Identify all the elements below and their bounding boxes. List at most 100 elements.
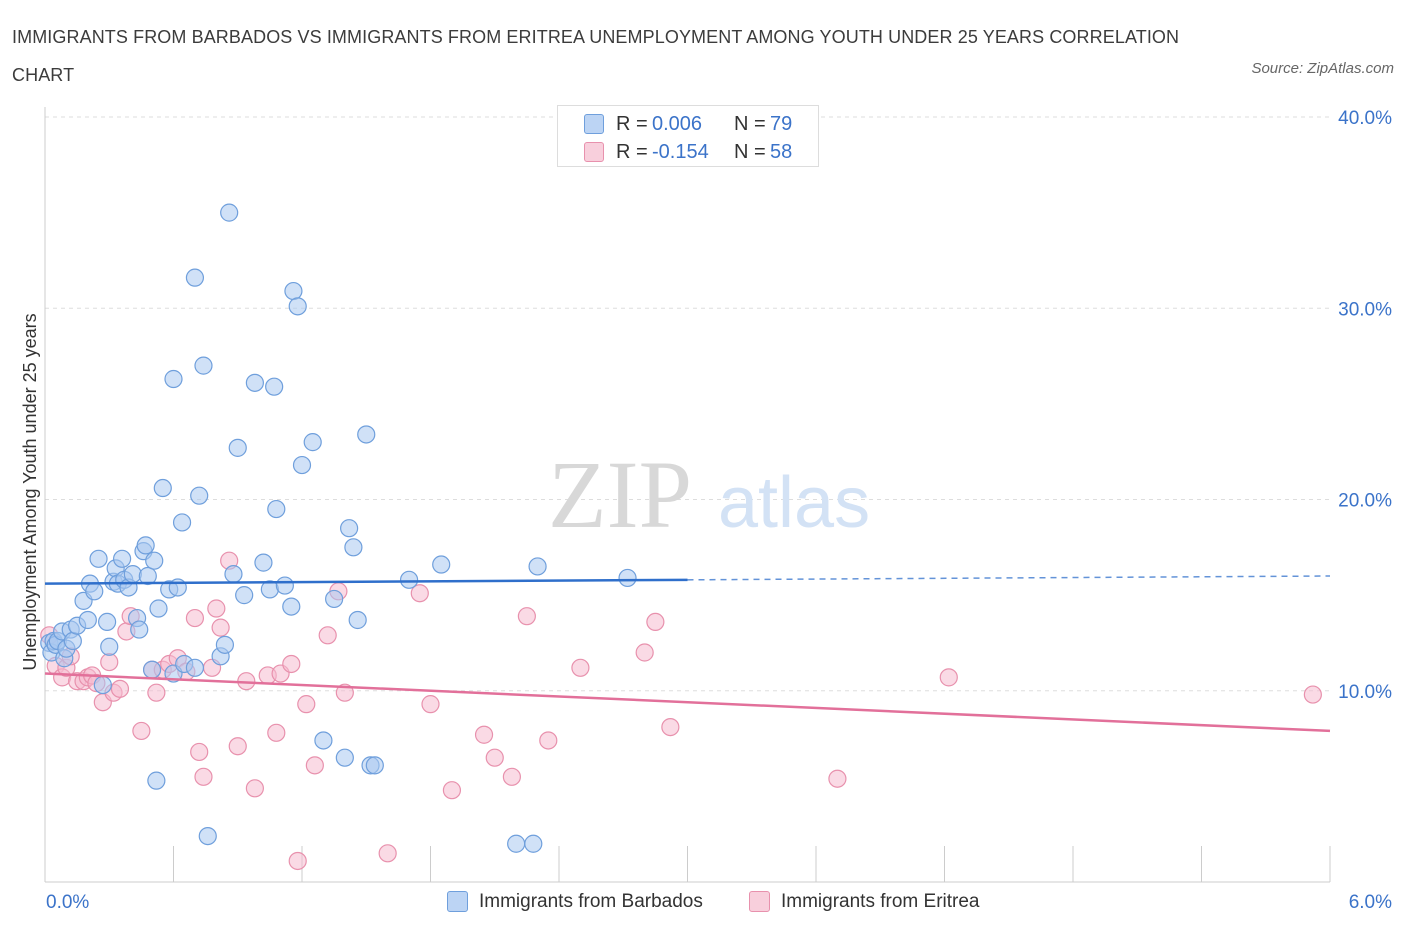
barbados-point	[63, 631, 82, 651]
barbados-point	[185, 658, 205, 677]
barbados-point	[138, 566, 157, 586]
barbados-legend-label: Immigrants from Barbados	[479, 891, 703, 912]
barbados-point	[123, 564, 142, 584]
correlation-legend: R = 0.006 N = 79 R = -0.154 N = 58	[557, 105, 819, 167]
gridlines	[45, 116, 1330, 692]
n-value: 79	[770, 113, 793, 135]
eritrea-point	[211, 618, 230, 637]
source-credit: Source: ZipAtlas.com	[1251, 60, 1394, 77]
r-label: R =	[616, 141, 648, 163]
eritrea-point	[474, 725, 494, 744]
barbados-point	[618, 568, 637, 588]
eritrea-legend-swatch	[749, 891, 770, 912]
barbados-point	[89, 549, 108, 568]
eritrea-point	[485, 748, 504, 767]
barbados-point	[85, 582, 104, 601]
series-barbados-points	[40, 203, 637, 853]
eritrea-point	[267, 723, 286, 742]
barbados-point	[228, 438, 247, 457]
y-tick-label: 30.0%	[1338, 299, 1392, 320]
eritrea-point	[1303, 685, 1322, 704]
y-tick-label: 10.0%	[1338, 682, 1392, 703]
eritrea-point	[147, 683, 166, 702]
eritrea-point	[378, 844, 397, 863]
barbados-point	[348, 610, 367, 630]
barbados-point	[220, 203, 239, 222]
r-label: R =	[616, 113, 648, 135]
barbados-point	[335, 748, 354, 767]
barbados-point	[282, 597, 301, 616]
eritrea-point	[502, 767, 521, 786]
eritrea-point	[100, 652, 119, 672]
eritrea-point	[442, 781, 462, 800]
tick-labels: 10.0% 20.0% 30.0% 40.0% 0.0% 6.0%	[46, 108, 1392, 913]
barbados-point	[145, 551, 164, 570]
barbados-point	[344, 538, 363, 557]
eritrea-point	[194, 767, 213, 786]
barbados-point	[288, 297, 307, 316]
barbados-point	[190, 486, 209, 505]
barbados-point	[365, 756, 384, 775]
n-label: N =	[734, 113, 766, 135]
barbados-point	[235, 586, 254, 605]
eritrea-point	[517, 607, 536, 626]
barbados-point	[507, 834, 526, 853]
eritrea-point	[132, 721, 151, 741]
n-value: 58	[770, 141, 793, 163]
x-tick-label: 0.0%	[46, 892, 89, 913]
barbados-point	[524, 834, 543, 853]
barbados-point	[284, 281, 303, 301]
eritrea-point	[207, 599, 226, 618]
eritrea-point	[245, 779, 264, 798]
eritrea-point	[571, 658, 590, 677]
eritrea-point	[635, 643, 654, 662]
barbados-point	[112, 549, 132, 568]
eritrea-point	[305, 756, 324, 775]
barbados-point	[303, 433, 322, 452]
barbados-point	[153, 478, 172, 498]
barbados-legend-swatch	[447, 891, 468, 912]
barbados-point	[98, 612, 117, 632]
eritrea-point	[539, 731, 558, 750]
barbados-point	[142, 660, 162, 679]
barbados-point	[528, 557, 547, 576]
eritrea-point	[282, 654, 301, 674]
barbados-point	[198, 826, 217, 846]
eritrea-point	[646, 612, 665, 632]
y-axis-label: Unemployment Among Youth under 25 years	[20, 313, 40, 670]
watermark-atlas: atlas	[718, 463, 870, 543]
barbados-point	[399, 570, 419, 589]
eritrea-point	[228, 737, 247, 756]
r-value: -0.154	[652, 141, 709, 163]
barbados-point	[432, 555, 451, 574]
barbados-point	[164, 369, 183, 389]
eritrea-swatch	[584, 142, 604, 162]
watermark-zip: ZIP	[548, 441, 692, 548]
barbados-point	[194, 356, 213, 375]
axes	[44, 107, 1331, 883]
barbados-point	[147, 771, 166, 790]
barbados-point	[136, 536, 155, 555]
barbados-point	[130, 620, 149, 639]
eritrea-point	[318, 626, 337, 645]
trend-lines	[44, 575, 1331, 733]
barbados-point	[185, 268, 205, 287]
barbados-point	[314, 731, 333, 750]
eritrea-point	[297, 695, 316, 714]
eritrea-point	[110, 679, 130, 698]
y-tick-label: 20.0%	[1338, 491, 1392, 512]
barbados-trend-line	[44, 578, 688, 585]
eritrea-trend-line	[44, 672, 1331, 733]
barbados-point	[267, 499, 286, 519]
eritrea-point	[939, 668, 958, 687]
eritrea-point	[288, 851, 307, 871]
barbados-point	[265, 377, 284, 396]
barbados-point	[292, 455, 312, 475]
barbados-trend-extension	[687, 575, 1331, 581]
barbados-point	[357, 425, 376, 444]
barbados-point	[340, 519, 359, 538]
eritrea-legend-label: Immigrants from Eritrea	[781, 891, 980, 912]
eritrea-point	[185, 608, 205, 628]
n-label: N =	[734, 141, 766, 163]
eritrea-point	[335, 683, 354, 702]
